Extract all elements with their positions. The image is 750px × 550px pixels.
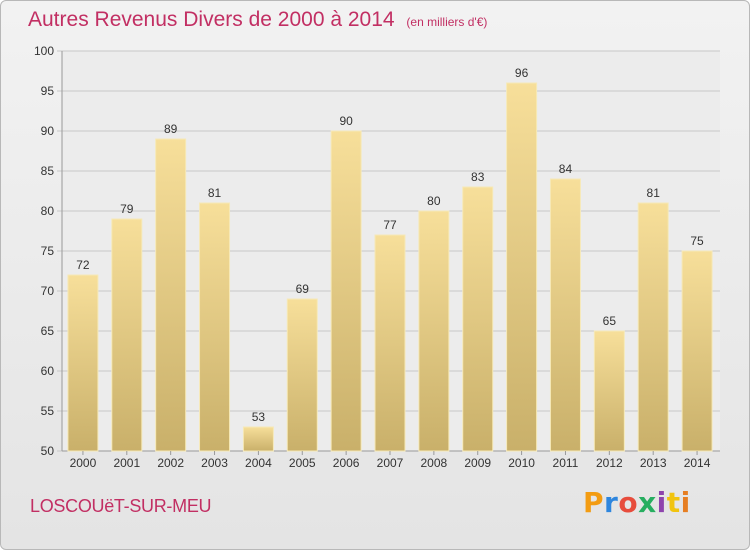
data-label-2012: 65 [603, 314, 617, 328]
data-label-2003: 81 [208, 186, 222, 200]
logo-letter: t [666, 486, 681, 519]
bar-2003 [199, 202, 231, 452]
data-label-2007: 77 [383, 218, 397, 232]
x-tick-label: 2008 [421, 456, 448, 470]
y-tick-label: 50 [41, 444, 55, 458]
y-tick-label: 70 [41, 284, 55, 298]
bar-2009 [462, 186, 494, 452]
y-tick-label: 100 [34, 44, 54, 58]
bar-2008 [418, 210, 450, 452]
x-tick-label: 2005 [289, 456, 316, 470]
logo-letter: P [583, 486, 605, 519]
y-tick-label: 80 [41, 204, 55, 218]
bar-2010 [506, 82, 538, 452]
bar-2001 [111, 218, 143, 452]
x-tick-label: 2007 [377, 456, 404, 470]
bar-2013 [637, 202, 669, 452]
bar-2007 [374, 234, 406, 452]
chart-subtitle: (en milliers d'€) [406, 15, 488, 29]
proxiti-logo: Proxiti [583, 486, 691, 519]
y-tick-label: 90 [41, 124, 55, 138]
bar-2006 [330, 130, 362, 452]
logo-letter: r [604, 486, 619, 519]
bar-2011 [549, 178, 581, 452]
x-tick-label: 2011 [553, 456, 579, 470]
y-tick-label: 95 [41, 84, 55, 98]
bar-2014 [681, 250, 713, 452]
x-tick-label: 2003 [201, 456, 228, 470]
data-label-2001: 79 [120, 202, 134, 216]
x-tick-label: 2014 [684, 456, 711, 470]
logo-letter: i [680, 486, 691, 519]
data-label-2011: 84 [559, 162, 573, 176]
data-label-2009: 83 [471, 170, 485, 184]
data-label-2005: 69 [296, 282, 310, 296]
data-label-2008: 80 [427, 194, 441, 208]
data-label-2006: 90 [339, 114, 353, 128]
logo-letter: i [656, 486, 667, 519]
data-label-2010: 96 [515, 66, 529, 80]
x-tick-label: 2012 [596, 456, 623, 470]
x-tick-label: 2002 [157, 456, 184, 470]
logo-letter: o [618, 486, 639, 519]
data-label-2013: 81 [647, 186, 661, 200]
x-tick-label: 2004 [245, 456, 272, 470]
bar-2004 [242, 426, 274, 452]
data-label-2002: 89 [164, 122, 178, 136]
bar-2000 [67, 274, 99, 452]
x-tick-label: 2000 [70, 456, 97, 470]
x-tick-label: 2006 [333, 456, 360, 470]
bar-2005 [286, 298, 318, 452]
data-label-2000: 72 [76, 258, 90, 272]
x-tick-label: 2009 [464, 456, 491, 470]
x-tick-label: 2010 [508, 456, 535, 470]
chart-title-text: Autres Revenus Divers de 2000 à 2014 [28, 8, 395, 31]
bar-2012 [593, 330, 625, 452]
data-label-2014: 75 [690, 234, 704, 248]
y-tick-label: 75 [41, 244, 55, 258]
y-tick-label: 65 [41, 324, 55, 338]
y-tick-label: 55 [41, 404, 55, 418]
data-label-2004: 53 [252, 410, 266, 424]
y-tick-label: 60 [41, 364, 55, 378]
x-tick-label: 2013 [640, 456, 667, 470]
y-tick-label: 85 [41, 164, 55, 178]
x-tick-label: 2001 [113, 456, 140, 470]
chart-title: Autres Revenus Divers de 2000 à 2014 (en… [28, 8, 487, 32]
logo-letter: x [638, 486, 657, 519]
commune-name: LOSCOUëT-SUR-MEU [30, 496, 212, 516]
bar-2002 [155, 138, 187, 452]
